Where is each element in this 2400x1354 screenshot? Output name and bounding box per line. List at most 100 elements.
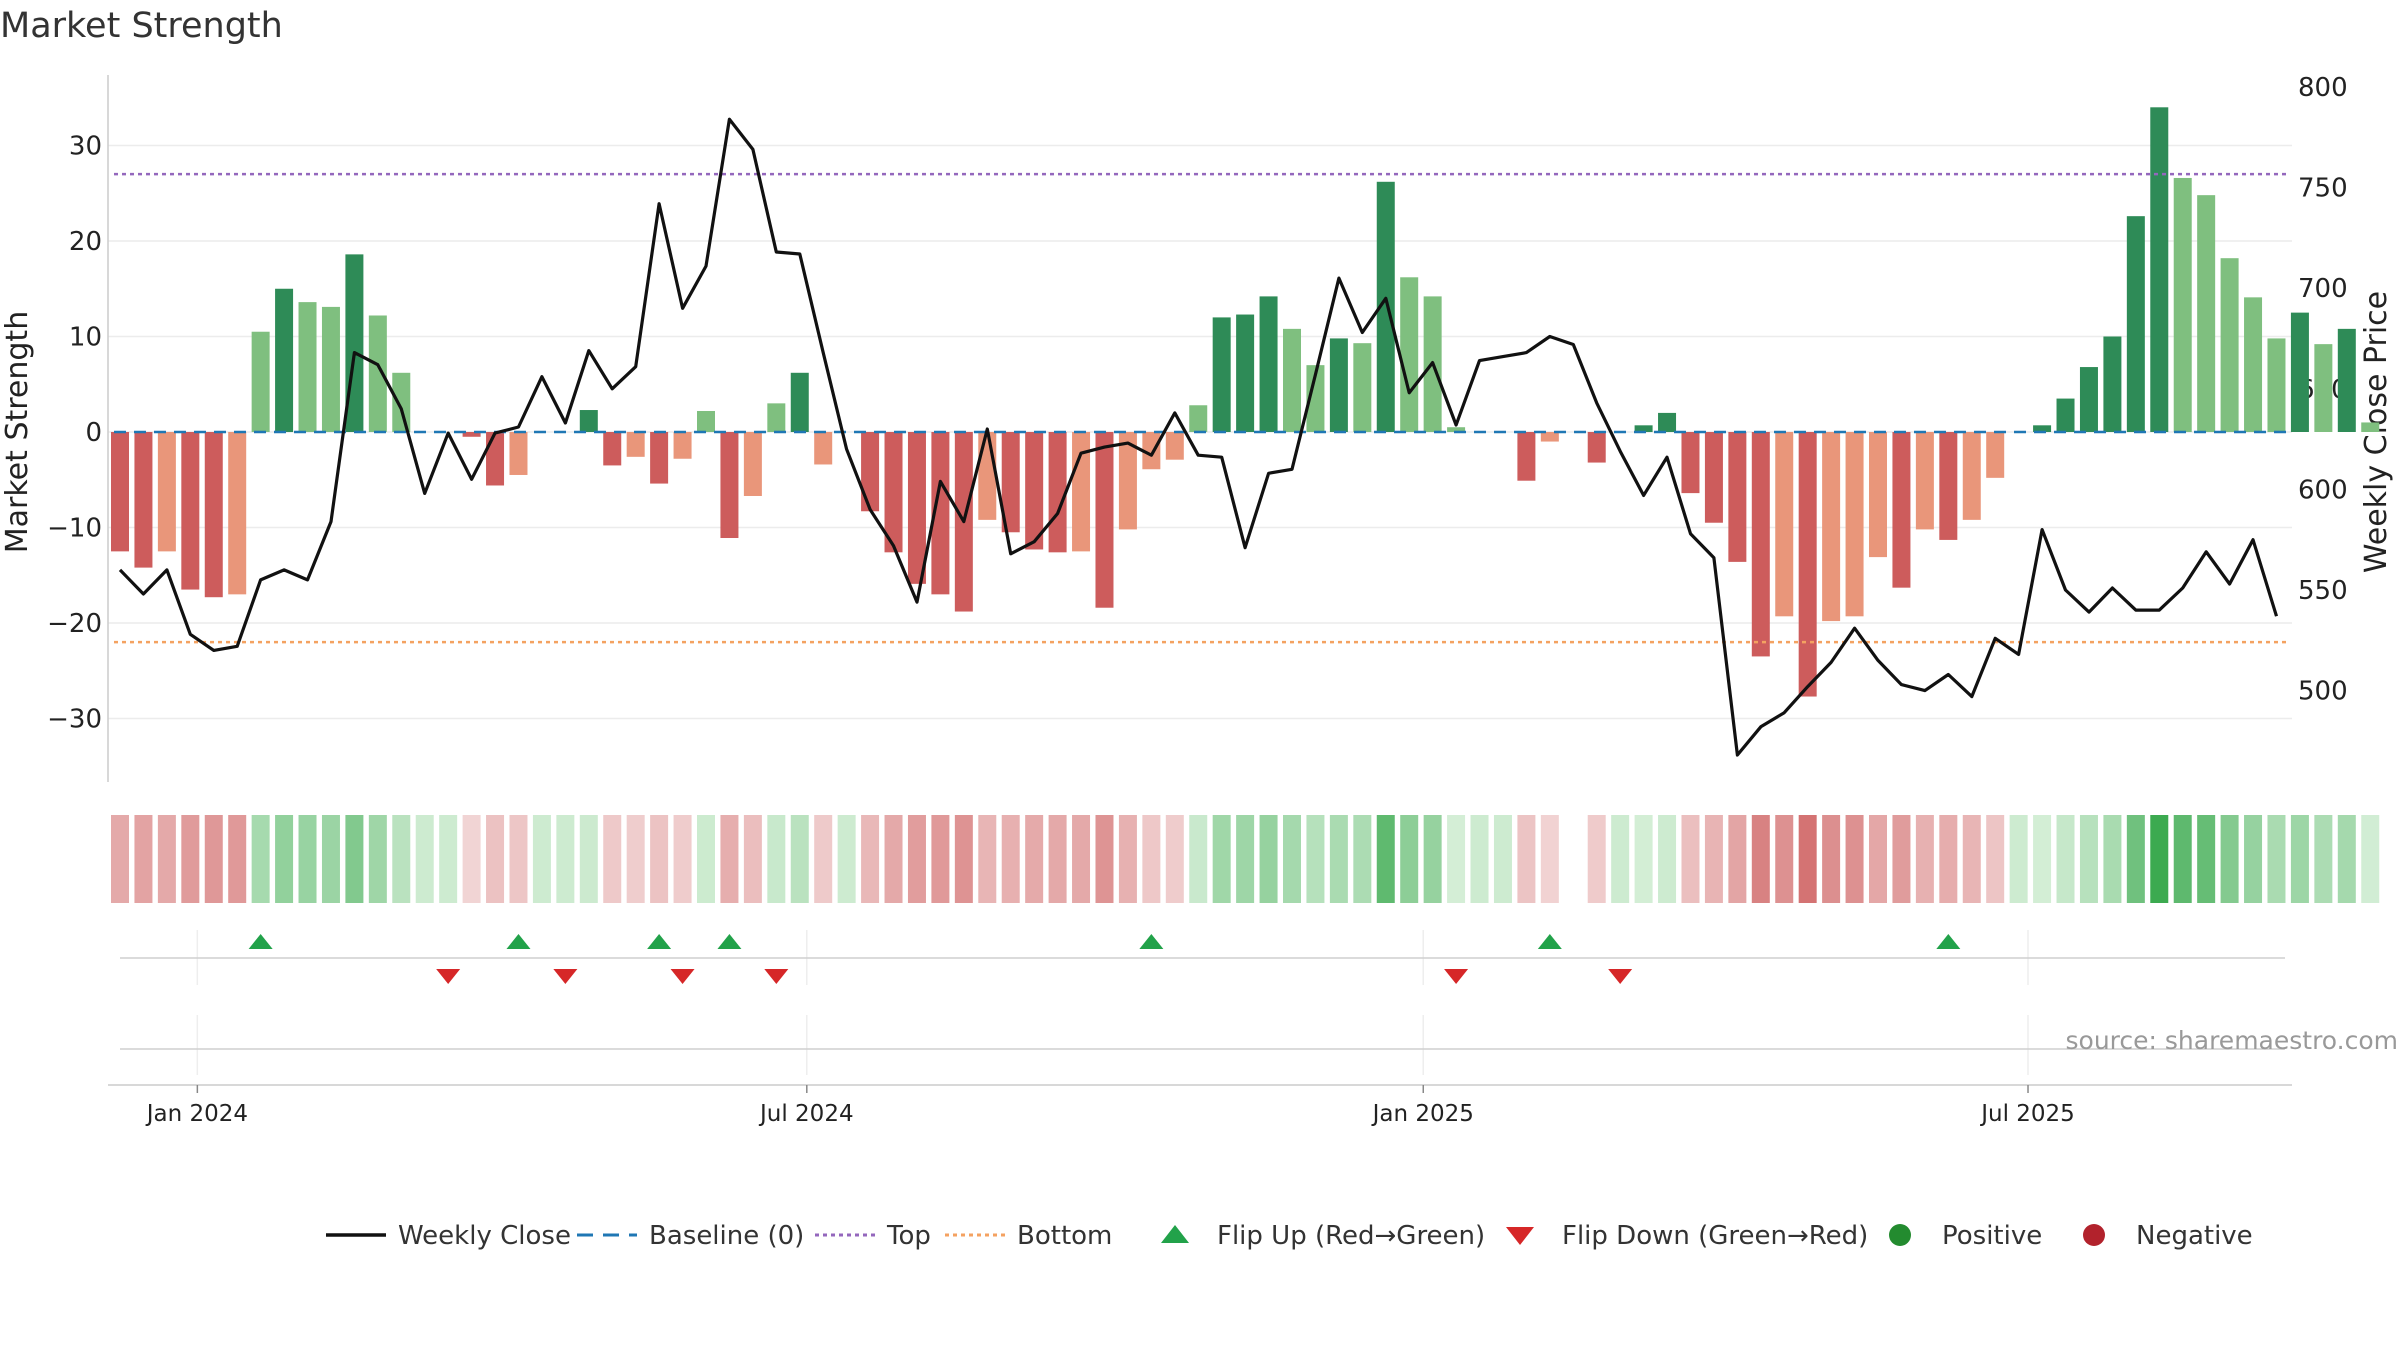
strength-bar <box>2197 195 2216 432</box>
heat-strip-cell <box>697 815 715 903</box>
strength-bar <box>697 410 715 432</box>
strength-bar <box>907 432 926 584</box>
heat-strip-cell <box>275 815 294 903</box>
flip-down-marker <box>1444 969 1469 984</box>
heat-strip-cell <box>1376 815 1395 903</box>
y-right-tick-label: 750 <box>2298 174 2348 204</box>
heat-strip-cell <box>626 815 645 903</box>
heat-strip-cell <box>1681 815 1700 903</box>
strength-bar <box>298 302 317 432</box>
heat-strip-cell <box>509 815 528 903</box>
strength-bar <box>2173 177 2192 432</box>
heat-strip-cell <box>1353 815 1372 903</box>
heat-strip-cell <box>814 815 833 903</box>
x-tick-label: Jul 2024 <box>758 1101 854 1127</box>
strength-bar <box>1001 432 1020 533</box>
strength-bar <box>579 410 598 432</box>
heat-strip-cell <box>720 815 739 903</box>
legend-item: Baseline (0) <box>577 1221 804 1251</box>
heat-strip-cell <box>1915 815 1934 903</box>
strength-bar <box>1025 432 1044 550</box>
y-left-tick-label: 10 <box>69 323 102 353</box>
strength-bar <box>1048 432 1067 553</box>
strength-bar <box>1704 432 1723 523</box>
flip-up-marker <box>717 934 742 949</box>
strength-bar <box>1869 432 1887 558</box>
strength-bar <box>392 372 411 432</box>
strength-bar <box>2220 258 2239 432</box>
strength-bar <box>743 432 762 496</box>
strength-bar <box>650 432 669 484</box>
heat-strip-cell <box>1587 815 1606 903</box>
strength-bar <box>884 432 903 553</box>
heat-strip-cell <box>1517 815 1536 903</box>
legend-item: Positive <box>1889 1221 2042 1251</box>
y-left-tick-label: 20 <box>69 227 102 257</box>
flip-up-marker <box>1936 934 1961 949</box>
heat-strip-cell <box>650 815 669 903</box>
strength-bar <box>1962 432 1981 520</box>
strength-bar <box>2033 425 2052 432</box>
strength-bar <box>2079 367 2098 432</box>
strength-bar <box>1939 432 1958 540</box>
heat-strip-cell <box>1236 815 1255 903</box>
heat-strip-cell <box>181 815 200 903</box>
legend-item: Negative <box>2083 1221 2253 1251</box>
heat-strip-cell <box>1751 815 1770 903</box>
strength-bar <box>790 372 809 432</box>
heat-strip-cell <box>251 815 270 903</box>
legend-label: Positive <box>1942 1221 2042 1251</box>
y-left-axis-title: Market Strength <box>0 311 35 553</box>
strength-bar <box>2150 107 2169 433</box>
heat-strip-cell <box>1165 815 1184 903</box>
strength-bar <box>1189 405 1208 432</box>
flip-up-marker <box>647 934 672 949</box>
strength-bar <box>603 432 622 466</box>
strength-bar <box>1118 432 1137 530</box>
heat-strip-cell <box>1704 815 1723 903</box>
heat-strip-cell <box>1775 815 1794 903</box>
strength-bar <box>1798 432 1817 697</box>
strength-bar <box>626 432 645 457</box>
heat-strip-cell <box>1142 815 1161 903</box>
flip-up-marker <box>506 934 531 949</box>
heat-strip-cell <box>884 815 903 903</box>
source-watermark: source: sharemaestro.com <box>2066 1026 2399 1055</box>
heat-strip-cell <box>439 815 458 903</box>
strength-bar <box>1306 365 1325 432</box>
heat-strip-cell <box>1423 815 1442 903</box>
strength-bar <box>2126 216 2145 432</box>
strength-bar <box>2314 344 2333 432</box>
strength-bar <box>673 432 692 459</box>
strength-bar <box>1517 432 1536 481</box>
heat-strip-cell <box>2079 815 2098 903</box>
strength-bar <box>1447 427 1466 432</box>
heat-strip-cell <box>1306 815 1325 903</box>
heat-strip-cell <box>1611 815 1630 903</box>
flip-up-marker <box>1139 934 1164 949</box>
heat-strip-cell <box>1845 815 1864 903</box>
legend-label: Bottom <box>1017 1221 1112 1251</box>
heat-strip-cell <box>2009 815 2028 903</box>
strength-bar <box>111 432 129 552</box>
y-left-tick-label: −10 <box>47 514 102 544</box>
strength-bar <box>1587 432 1606 463</box>
strength-bar <box>1353 343 1372 432</box>
heat-strip-cell <box>1283 815 1301 903</box>
strength-bar <box>486 432 505 486</box>
heat-strip-cell <box>1259 815 1278 903</box>
legend-label: Negative <box>2136 1221 2253 1251</box>
heat-strip-cell <box>228 815 247 903</box>
heat-strip-cell <box>2173 815 2192 903</box>
strength-bar <box>228 432 247 595</box>
heat-strip-cell <box>298 815 317 903</box>
legend-item: Weekly Close <box>326 1221 571 1251</box>
strength-bar <box>1751 432 1770 657</box>
heat-strip-cell <box>157 815 176 903</box>
strength-bar <box>181 432 200 590</box>
weekly-close-line <box>118 117 2279 757</box>
heat-strip-cell <box>1447 815 1466 903</box>
strength-bar <box>931 432 950 595</box>
y-right-tick-label: 600 <box>2298 475 2348 505</box>
heat-strip-cell <box>579 815 598 903</box>
